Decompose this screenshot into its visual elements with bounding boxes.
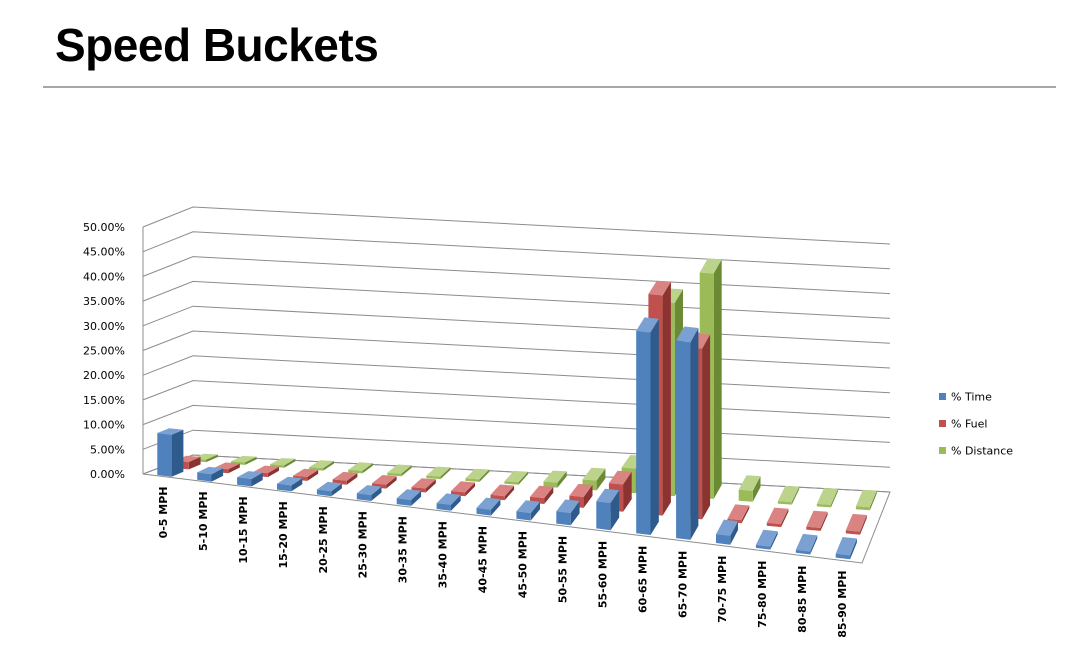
x-axis-category-labels: 0-5 MPH 5-10 MPH 10-15 MPH 15-20 MPH 20-25 M… (157, 487, 849, 638)
gridline (142, 231, 891, 270)
x-category-label: 35-40 MPH (437, 521, 450, 588)
gridline (142, 206, 891, 245)
bar-pct-distance-40-45-mph (504, 470, 528, 485)
bar-pct-distance-75-80-mph (777, 485, 800, 505)
gridline (142, 429, 891, 468)
y-tick-label: 30.00% (83, 320, 125, 333)
legend-swatch-pct-fuel (939, 420, 946, 427)
gridline (142, 404, 891, 443)
x-category-label: 75-80 MPH (756, 561, 769, 628)
y-tick-label: 40.00% (83, 270, 125, 283)
x-category-label: 10-15 MPH (237, 496, 250, 563)
bar-pct-time-20-25-mph (316, 481, 342, 497)
gridline (142, 355, 891, 394)
x-category-label: 40-45 MPH (477, 526, 490, 593)
y-tick-label: 5.00% (90, 443, 125, 456)
gridline (142, 380, 891, 419)
y-tick-label: 50.00% (83, 221, 125, 234)
y-tick-label: 45.00% (83, 246, 125, 259)
x-category-label: 5-10 MPH (197, 491, 210, 551)
bar-pct-fuel-45-50-mph (530, 485, 554, 504)
bar-pct-distance-25-30-mph (387, 464, 412, 477)
x-category-label: 15-20 MPH (277, 501, 290, 568)
bar-pct-distance-80-85-mph (816, 488, 838, 508)
bar-pct-fuel-75-80-mph (766, 507, 789, 528)
bar-pct-distance-85-90-mph (855, 489, 877, 511)
x-category-label: 45-50 MPH (517, 531, 530, 598)
x-category-label: 20-25 MPH (317, 506, 330, 573)
bar-pct-time-40-45-mph (476, 497, 501, 516)
bar-pct-fuel-40-45-mph (490, 484, 515, 501)
legend-label-pct-distance: % Distance (951, 445, 1013, 458)
gridline (142, 330, 891, 369)
bar-pct-distance-30-35-mph (426, 466, 451, 480)
bar-pct-fuel-80-85-mph (806, 510, 828, 531)
bar-pct-distance-20-25-mph (348, 462, 373, 474)
slide-title: Speed Buckets (55, 19, 379, 71)
title-divider (43, 86, 1056, 88)
x-category-label: 85-90 MPH (836, 571, 849, 638)
legend-label-pct-time: % Time (951, 391, 992, 404)
bar-pct-time-70-75-mph (716, 519, 738, 545)
x-category-label: 80-85 MPH (796, 566, 809, 633)
bar-pct-time-65-70-mph (676, 326, 699, 540)
y-axis-tick-labels: 0.00% 5.00% 10.00% 15.00% 20.00% 25.00% 30.00%… (83, 221, 125, 481)
bar-pct-time-60-65-mph (636, 317, 659, 535)
gridline (142, 280, 891, 319)
gridline (142, 305, 891, 344)
bar-pct-time-75-80-mph (755, 529, 778, 550)
bar-pct-time-85-90-mph (835, 537, 857, 560)
legend-label-pct-fuel: % Fuel (951, 418, 987, 431)
bar-pct-time-10-15-mph (237, 471, 263, 487)
chart-legend: % Time % Fuel % Distance (939, 391, 1013, 458)
bar-pct-time-35-40-mph (436, 493, 461, 511)
y-tick-label: 15.00% (83, 394, 125, 407)
x-category-label: 50-55 MPH (556, 536, 569, 603)
y-tick-label: 20.00% (83, 369, 125, 382)
bar-pct-fuel-35-40-mph (451, 481, 475, 497)
chart-bars (157, 258, 877, 560)
bar-pct-time-45-50-mph (516, 500, 540, 521)
bar-pct-time-80-85-mph (795, 533, 818, 555)
legend-swatch-pct-time (939, 393, 946, 400)
bar-pct-fuel-85-90-mph (845, 513, 867, 535)
y-tick-label: 25.00% (83, 345, 125, 358)
x-category-label: 30-35 MPH (397, 516, 410, 583)
x-category-label: 55-60 MPH (596, 541, 609, 608)
x-category-label: 65-70 MPH (676, 551, 689, 618)
bar-pct-time-50-55-mph (556, 499, 580, 526)
bar-pct-time-30-35-mph (396, 489, 422, 506)
y-tick-label: 10.00% (83, 419, 125, 432)
bar-pct-time-0-5-mph (157, 428, 184, 477)
x-category-label: 60-65 MPH (636, 546, 649, 613)
bar-pct-time-5-10-mph (197, 466, 224, 482)
bar-pct-time-15-20-mph (277, 476, 303, 492)
gridline (142, 256, 891, 295)
x-category-label: 25-30 MPH (357, 511, 370, 578)
x-category-label: 0-5 MPH (157, 487, 170, 539)
legend-swatch-pct-distance (939, 447, 946, 454)
y-tick-label: 0.00% (90, 468, 125, 481)
x-category-label: 70-75 MPH (716, 556, 729, 623)
bar-pct-time-25-30-mph (356, 485, 382, 501)
y-tick-label: 35.00% (83, 295, 125, 308)
bar-pct-distance-15-20-mph (309, 460, 335, 471)
bar-pct-distance-45-50-mph (543, 470, 567, 488)
bar-pct-time-55-60-mph (596, 488, 620, 531)
bar-pct-distance-35-40-mph (465, 468, 490, 482)
bar-pct-distance-70-75-mph (738, 475, 761, 502)
